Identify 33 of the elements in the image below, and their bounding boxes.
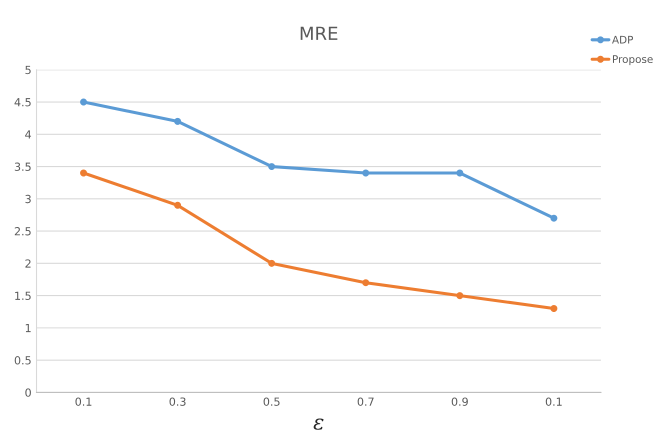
point [550, 305, 558, 312]
point [80, 170, 88, 176]
x-tick-label: 0.5 [264, 397, 280, 406]
y-tick-label: 5 [25, 66, 31, 74]
point [362, 279, 370, 286]
x-tick-label: 0.3 [170, 397, 186, 406]
y-tick-label: 4.5 [14, 98, 31, 106]
legend-label: ADP [612, 36, 634, 44]
point [456, 170, 464, 176]
x-axis-title: ε [314, 418, 324, 430]
point [456, 292, 464, 300]
point [80, 98, 88, 106]
point [174, 202, 182, 209]
y-tick-label: 0.5 [14, 356, 31, 365]
legend-label: Propose [612, 55, 653, 66]
y-tick-label: 3.5 [14, 162, 31, 171]
y-tick-label: 2 [25, 259, 31, 268]
y-tick-label: 0 [25, 388, 31, 397]
point [268, 163, 276, 170]
y-tick-label: 2.5 [14, 227, 31, 236]
y-tick-label: 1 [26, 324, 31, 332]
point [550, 214, 558, 222]
x-tick-label: 0.9 [452, 397, 468, 406]
y-tick-label: 3 [25, 194, 31, 204]
y-tick-label: 4 [25, 130, 32, 139]
y-tick-label: 1.5 [15, 292, 31, 300]
x-tick-label: 0.1 [546, 397, 562, 406]
x-tick-label: 0.7 [358, 397, 374, 406]
x-tick-label: 0.1 [75, 397, 92, 406]
chart-title: MRE [300, 26, 338, 40]
point [268, 260, 276, 267]
point [362, 170, 370, 176]
point [174, 118, 182, 125]
